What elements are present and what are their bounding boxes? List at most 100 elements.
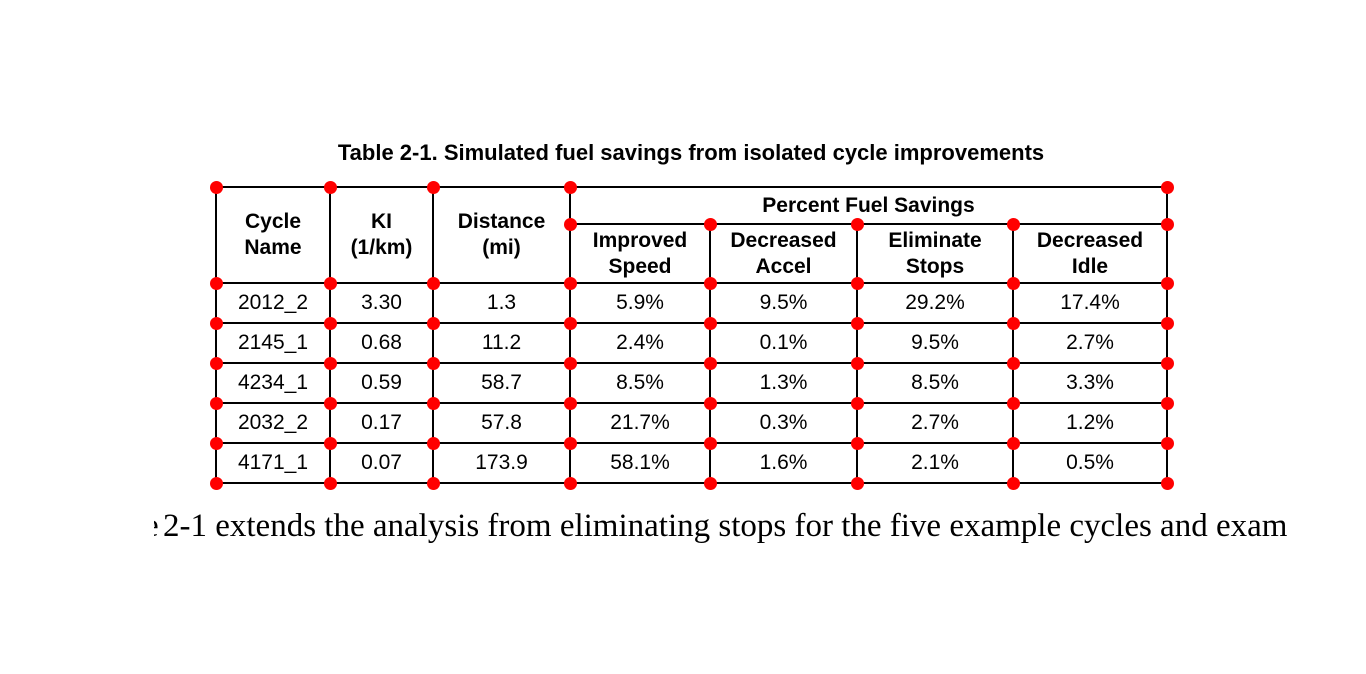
cell-corner-marker[interactable] — [426, 476, 440, 490]
table-cell: 1.3% — [709, 362, 858, 404]
table-cell: 11.2 — [432, 322, 571, 364]
cell-corner-marker[interactable] — [323, 356, 337, 370]
cell-corner-marker[interactable] — [703, 217, 717, 231]
cell-corner-marker[interactable] — [703, 436, 717, 450]
cell-corner-marker[interactable] — [323, 436, 337, 450]
cell-corner-marker[interactable] — [563, 316, 577, 330]
cell-corner-marker[interactable] — [426, 180, 440, 194]
table-cell: 0.17 — [329, 402, 434, 444]
cell-corner-marker[interactable] — [563, 476, 577, 490]
cell-corner-marker[interactable] — [850, 276, 864, 290]
header-eliminate-stops: Eliminate Stops — [856, 223, 1014, 284]
cell-corner-marker[interactable] — [426, 356, 440, 370]
cell-corner-marker[interactable] — [1160, 356, 1174, 370]
cell-corner-marker[interactable] — [703, 316, 717, 330]
table-cell: 17.4% — [1012, 282, 1168, 324]
cell-corner-marker[interactable] — [563, 180, 577, 194]
cell-corner-marker[interactable] — [850, 396, 864, 410]
cell-corner-marker[interactable] — [1006, 396, 1020, 410]
table-cell: 3.30 — [329, 282, 434, 324]
cell-corner-marker[interactable] — [323, 476, 337, 490]
header-distance: Distance (mi) — [432, 186, 571, 284]
cell-corner-marker[interactable] — [426, 396, 440, 410]
table-cell: 58.1% — [569, 442, 711, 484]
cell-corner-marker[interactable] — [426, 436, 440, 450]
cell-corner-marker[interactable] — [209, 276, 223, 290]
cell-corner-marker[interactable] — [703, 356, 717, 370]
header-percent-fuel-savings: Percent Fuel Savings — [569, 186, 1168, 225]
cell-corner-marker[interactable] — [703, 396, 717, 410]
cell-corner-marker[interactable] — [323, 316, 337, 330]
table-row: 2145_1 0.68 11.2 2.4% 0.1% 9.5% 2.7% — [215, 322, 1168, 364]
header-improved-speed: Improved Speed — [569, 223, 711, 284]
cell-corner-marker[interactable] — [1160, 180, 1174, 194]
table-cell: 1.3 — [432, 282, 571, 324]
table-cell: 0.68 — [329, 322, 434, 364]
cell-corner-marker[interactable] — [850, 436, 864, 450]
table-cell: 29.2% — [856, 282, 1014, 324]
cell-corner-marker[interactable] — [209, 180, 223, 194]
table-row: 4171_1 0.07 173.9 58.1% 1.6% 2.1% 0.5% — [215, 442, 1168, 484]
header-ki: KI (1/km) — [329, 186, 434, 284]
cell-corner-marker[interactable] — [1160, 276, 1174, 290]
cell-corner-marker[interactable] — [563, 276, 577, 290]
cell-corner-marker[interactable] — [1006, 316, 1020, 330]
cell-corner-marker[interactable] — [323, 396, 337, 410]
cell-corner-marker[interactable] — [1006, 476, 1020, 490]
cell-corner-marker[interactable] — [323, 180, 337, 194]
table-cell: 2032_2 — [215, 402, 331, 444]
cell-corner-marker[interactable] — [1160, 217, 1174, 231]
cell-corner-marker[interactable] — [426, 276, 440, 290]
cell-corner-marker[interactable] — [209, 316, 223, 330]
table-cell: 2.7% — [1012, 322, 1168, 364]
cell-corner-marker[interactable] — [563, 396, 577, 410]
table-cell: 2.1% — [856, 442, 1014, 484]
cell-corner-marker[interactable] — [209, 356, 223, 370]
cell-corner-marker[interactable] — [850, 217, 864, 231]
cell-corner-marker[interactable] — [1160, 396, 1174, 410]
header-decreased-accel: Decreased Accel — [709, 223, 858, 284]
table-caption: Table 2-1. Simulated fuel savings from i… — [337, 140, 1045, 165]
cell-corner-marker[interactable] — [563, 356, 577, 370]
cell-corner-marker[interactable] — [426, 316, 440, 330]
header-cycle-name: Cycle Name — [215, 186, 331, 284]
cell-corner-marker[interactable] — [1006, 217, 1020, 231]
cell-corner-marker[interactable] — [703, 276, 717, 290]
header-row-sub: Improved Speed Decreased Accel Eliminate… — [216, 223, 1168, 284]
table-cell: 9.5% — [709, 282, 858, 324]
cell-corner-marker[interactable] — [1160, 316, 1174, 330]
cell-corner-marker[interactable] — [563, 436, 577, 450]
table-cell: 21.7% — [569, 402, 711, 444]
cell-corner-marker[interactable] — [323, 276, 337, 290]
cell-corner-marker[interactable] — [850, 476, 864, 490]
clipped-letter-fragment: e — [154, 504, 161, 548]
table-cell: 5.9% — [569, 282, 711, 324]
cell-corner-marker[interactable] — [703, 476, 717, 490]
table-cell: 9.5% — [856, 322, 1014, 364]
cell-corner-marker[interactable] — [563, 217, 577, 231]
table-cell: 0.07 — [329, 442, 434, 484]
cell-corner-marker[interactable] — [1006, 356, 1020, 370]
table-cell: 0.5% — [1012, 442, 1168, 484]
cell-corner-marker[interactable] — [1160, 476, 1174, 490]
table-cell: 2.4% — [569, 322, 711, 364]
cell-corner-marker[interactable] — [850, 356, 864, 370]
table-cell: 2145_1 — [215, 322, 331, 364]
cell-corner-marker[interactable] — [209, 476, 223, 490]
table-cell: 173.9 — [432, 442, 571, 484]
body-paragraph: e2-1 extends the analysis from eliminati… — [154, 504, 1287, 548]
table-row: 4234_1 0.59 58.7 8.5% 1.3% 8.5% 3.3% — [215, 362, 1168, 404]
table-cell: 0.59 — [329, 362, 434, 404]
table-cell: 1.2% — [1012, 402, 1168, 444]
cell-corner-marker[interactable] — [1006, 276, 1020, 290]
cell-corner-marker[interactable] — [850, 316, 864, 330]
cell-corner-marker[interactable] — [1006, 436, 1020, 450]
table-cell: 3.3% — [1012, 362, 1168, 404]
table-cell: 4171_1 — [215, 442, 331, 484]
cell-corner-marker[interactable] — [209, 436, 223, 450]
table-cell: 8.5% — [856, 362, 1014, 404]
cell-corner-marker[interactable] — [1160, 436, 1174, 450]
cell-corner-marker[interactable] — [209, 396, 223, 410]
table-row: 2012_2 3.30 1.3 5.9% 9.5% 29.2% 17.4% — [215, 282, 1168, 324]
